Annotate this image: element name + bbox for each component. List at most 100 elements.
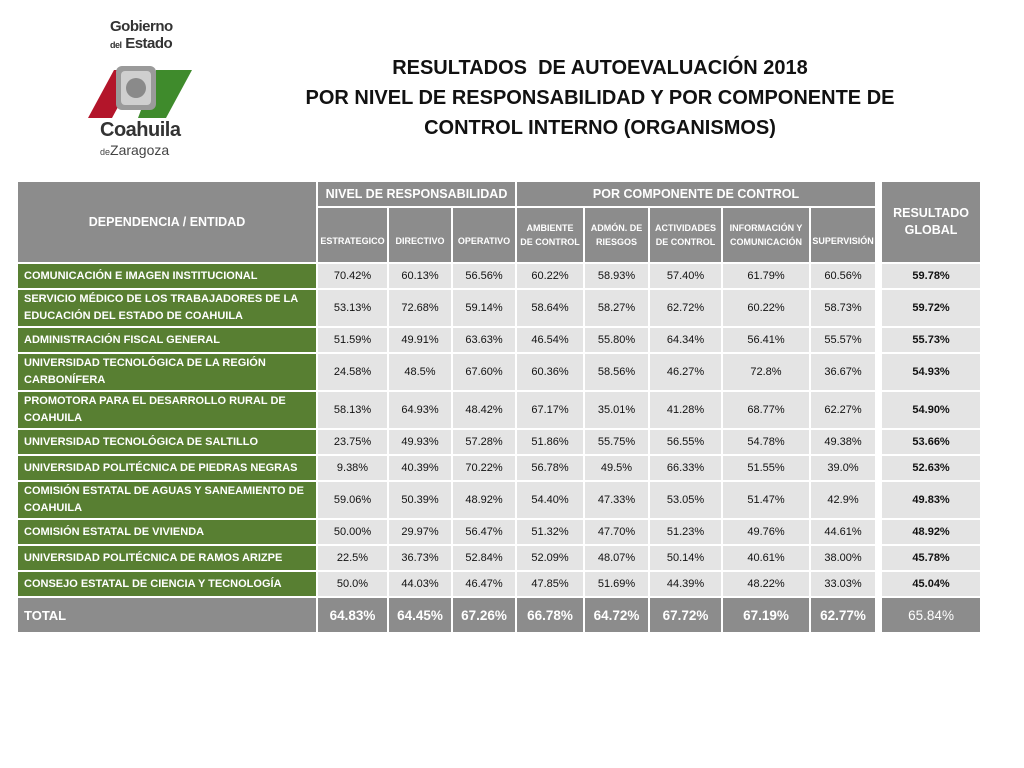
value-cell: 66.33% (648, 454, 723, 482)
global-result-cell: 48.92% (880, 518, 983, 546)
title-line-3: CONTROL INTERNO (ORGANISMOS) (424, 117, 776, 139)
total-value-cell: 64.45% (387, 596, 453, 634)
value-cell: 40.61% (721, 544, 811, 572)
value-cell: 62.27% (808, 390, 878, 430)
value-cell: 24.58% (316, 352, 389, 392)
gap-cell (875, 428, 883, 456)
value-cell: 59.14% (451, 288, 517, 328)
value-cell: 50.00% (316, 518, 389, 546)
total-label: TOTAL (16, 596, 318, 634)
subheader-label-line2: DE CONTROL (520, 237, 580, 247)
value-cell: 46.47% (451, 570, 517, 598)
value-cell: 52.84% (451, 544, 517, 572)
total-value-cell: 67.26% (451, 596, 517, 634)
value-cell: 47.85% (515, 570, 585, 598)
entity-name: UNIVERSIDAD POLITÉCNICA DE RAMOS ARIZPE (16, 544, 318, 572)
value-cell: 55.57% (808, 326, 878, 354)
table-row: UNIVERSIDAD POLITÉCNICA DE RAMOS ARIZPE 2… (16, 544, 983, 572)
gap-cell (875, 390, 883, 430)
gap-cell (875, 570, 883, 598)
total-value-cell: 67.19% (721, 596, 811, 634)
logo-text-de-zaragoza: deZaragoza (100, 142, 169, 158)
value-cell: 58.56% (583, 352, 650, 392)
gap-cell (875, 288, 883, 328)
value-cell: 9.38% (316, 454, 389, 482)
entity-name: COMUNICACIÓN E IMAGEN INSTITUCIONAL (16, 262, 318, 290)
table-row: SERVICIO MÉDICO DE LOS TRABAJADORES DE L… (16, 288, 983, 328)
value-cell: 51.59% (316, 326, 389, 354)
gap-cell (875, 262, 883, 290)
value-cell: 36.67% (808, 352, 878, 392)
total-value-cell: 62.77% (808, 596, 878, 634)
table-row: COMUNICACIÓN E IMAGEN INSTITUCIONAL 70.42… (16, 262, 983, 290)
value-cell: 48.5% (387, 352, 453, 392)
value-cell: 60.36% (515, 352, 585, 392)
value-cell: 72.68% (387, 288, 453, 328)
gap-cell (875, 518, 883, 546)
table-row: PROMOTORA PARA EL DESARROLLO RURAL DE CO… (16, 390, 983, 430)
entity-name: UNIVERSIDAD TECNOLÓGICA DE SALTILLO (16, 428, 318, 456)
subheader-5: ACTIVIDADES DE CONTROL (648, 206, 723, 264)
value-cell: 53.13% (316, 288, 389, 328)
header-nivel-responsabilidad: NIVEL DE RESPONSABILIDAD (316, 180, 517, 208)
total-row: TOTAL 64.83% 64.45% 67.26% 66.78% 64.72% 67.72… (16, 596, 983, 634)
value-cell: 57.40% (648, 262, 723, 290)
gap-cell (875, 454, 883, 482)
subheader-label: ACTIVIDADES (654, 223, 716, 233)
logo-text-estado: Estado (125, 35, 173, 52)
subheader-label-line2: RIESGOS (595, 237, 637, 247)
results-table: DEPENDENCIA / ENTIDAD NIVEL DE RESPONSAB… (16, 180, 983, 634)
subheader-label: SUPERVISIÓN (812, 236, 874, 246)
total-value-cell: 66.78% (515, 596, 585, 634)
subheader-label: AMBIENTE (526, 223, 574, 233)
value-cell: 39.0% (808, 454, 878, 482)
total-value-cell: 64.83% (316, 596, 389, 634)
header-componente-control: POR COMPONENTE DE CONTROL (514, 180, 878, 208)
value-cell: 49.5% (583, 454, 650, 482)
value-cell: 72.8% (721, 352, 811, 392)
header-resultado-global: RESULTADO GLOBAL (880, 180, 983, 264)
gap-cell (875, 544, 883, 572)
value-cell: 56.41% (721, 326, 811, 354)
value-cell: 51.47% (721, 480, 811, 520)
page-title: RESULTADOS DE AUTOEVALUACIÓN 2018 POR NI… (270, 53, 930, 143)
value-cell: 51.86% (515, 428, 585, 456)
subheader-6: INFORMACIÓN Y COMUNICACIÓN (721, 206, 811, 264)
global-result-cell: 54.90% (880, 390, 983, 430)
value-cell: 60.13% (387, 262, 453, 290)
value-cell: 50.39% (387, 480, 453, 520)
value-cell: 49.93% (387, 428, 453, 456)
table-row: UNIVERSIDAD POLITÉCNICA DE PIEDRAS NEGRA… (16, 454, 983, 482)
value-cell: 56.78% (515, 454, 585, 482)
value-cell: 56.56% (451, 262, 517, 290)
value-cell: 60.22% (515, 262, 585, 290)
entity-name: UNIVERSIDAD POLITÉCNICA DE PIEDRAS NEGRA… (16, 454, 318, 482)
value-cell: 61.79% (721, 262, 811, 290)
value-cell: 38.00% (808, 544, 878, 572)
gap-cell (875, 326, 883, 354)
entity-name: ADMINISTRACIÓN FISCAL GENERAL (16, 326, 318, 354)
value-cell: 58.27% (583, 288, 650, 328)
value-cell: 55.80% (583, 326, 650, 354)
value-cell: 64.93% (387, 390, 453, 430)
value-cell: 50.14% (648, 544, 723, 572)
value-cell: 48.92% (451, 480, 517, 520)
value-cell: 22.5% (316, 544, 389, 572)
value-cell: 55.75% (583, 428, 650, 456)
global-result-cell: 45.78% (880, 544, 983, 572)
value-cell: 48.07% (583, 544, 650, 572)
subheader-label: DIRECTIVO (395, 236, 445, 246)
table-row: CONSEJO ESTATAL DE CIENCIA Y TECNOLOGÍA 5… (16, 570, 983, 598)
gap-cell (875, 352, 883, 392)
total-global-cell: 65.84% (880, 596, 983, 634)
header-resultado-line2: GLOBAL (904, 223, 958, 237)
gap-cell (875, 596, 883, 634)
value-cell: 56.55% (648, 428, 723, 456)
value-cell: 29.97% (387, 518, 453, 546)
value-cell: 51.23% (648, 518, 723, 546)
global-result-cell: 49.83% (880, 480, 983, 520)
value-cell: 60.56% (808, 262, 878, 290)
value-cell: 52.09% (515, 544, 585, 572)
table-row: UNIVERSIDAD TECNOLÓGICA DE LA REGIÓN CAR… (16, 352, 983, 392)
value-cell: 51.55% (721, 454, 811, 482)
